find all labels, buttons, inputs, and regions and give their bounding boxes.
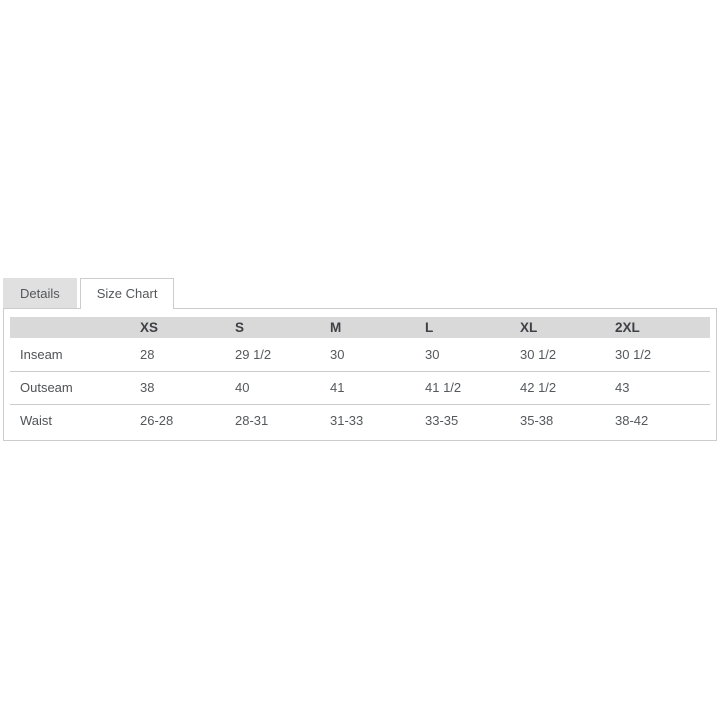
table-row-outseam: Outseam 38 40 41 41 1/2 42 1/2 43 <box>10 371 710 404</box>
cell-outseam-s: 40 <box>235 380 250 395</box>
cell-outseam-l: 41 1/2 <box>425 380 462 395</box>
cell-inseam-xs: 28 <box>140 346 155 362</box>
row-label-inseam: Inseam <box>20 346 63 362</box>
size-chart-widget: Details Size Chart XS S M L XL 2XL <box>3 278 717 441</box>
row-label-outseam: Outseam <box>20 380 73 395</box>
cell-inseam-s: 29 1/2 <box>235 346 272 362</box>
cell-waist-m: 31-33 <box>330 413 364 429</box>
cell-waist-l: 33-35 <box>425 413 459 429</box>
cell-inseam-m: 30 <box>330 346 345 362</box>
cell-waist-s: 28-31 <box>235 413 269 429</box>
cell-inseam-2xl: 30 1/2 <box>615 346 652 362</box>
header-size-xs: XS <box>140 317 235 338</box>
cell-waist-xl: 35-38 <box>520 413 554 429</box>
tab-size-chart[interactable]: Size Chart <box>79 278 175 309</box>
cell-outseam-m: 41 <box>330 380 345 395</box>
cell-waist-2xl: 38-42 <box>615 413 649 429</box>
size-chart-panel: XS S M L XL 2XL Inseam 28 29 1/2 30 30 3… <box>3 308 717 441</box>
header-size-2xl: 2XL <box>615 317 710 338</box>
size-chart-table: XS S M L XL 2XL Inseam 28 29 1/2 30 30 3… <box>10 317 710 437</box>
cell-waist-xs: 26-28 <box>140 413 174 429</box>
header-size-s: S <box>235 317 330 338</box>
cell-inseam-l: 30 <box>425 346 440 362</box>
header-empty-cell <box>10 317 140 338</box>
cell-outseam-2xl: 43 <box>615 380 630 395</box>
header-size-xl: XL <box>520 317 615 338</box>
tab-bar: Details Size Chart <box>3 278 717 309</box>
row-label-waist: Waist <box>20 413 53 429</box>
header-size-m: M <box>330 317 425 338</box>
cell-outseam-xl: 42 1/2 <box>520 380 557 395</box>
table-row-inseam: Inseam 28 29 1/2 30 30 30 1/2 30 1/2 <box>10 338 710 371</box>
cell-inseam-xl: 30 1/2 <box>520 346 557 362</box>
table-row-waist: Waist 26-28 28-31 31-33 33-35 35-38 38-4… <box>10 404 710 437</box>
cell-outseam-xs: 38 <box>140 380 155 395</box>
size-chart-header-row: XS S M L XL 2XL <box>10 317 710 338</box>
tab-details[interactable]: Details <box>3 278 77 308</box>
header-size-l: L <box>425 317 520 338</box>
